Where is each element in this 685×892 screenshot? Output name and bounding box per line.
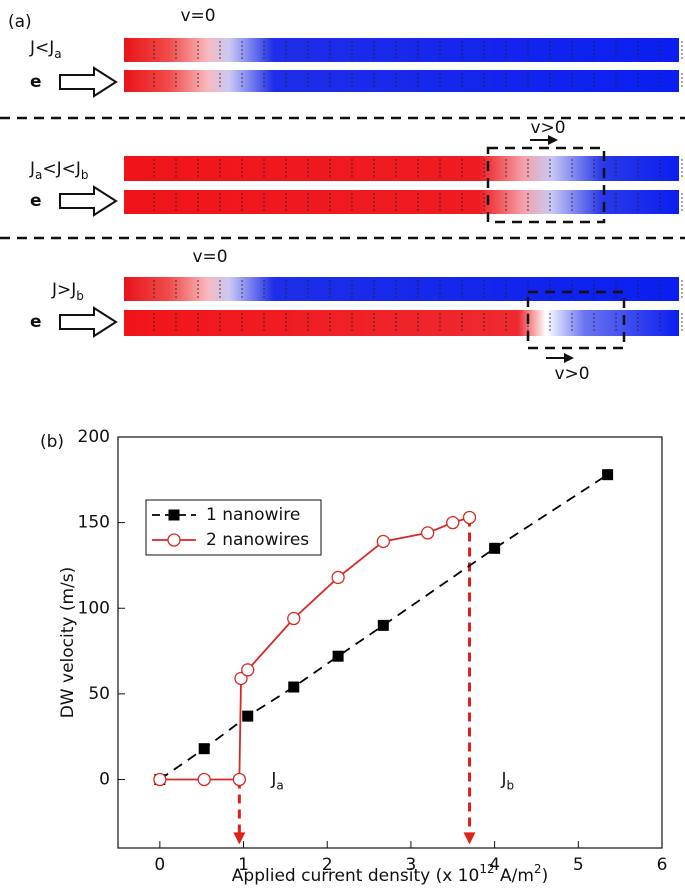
script-text: a: [276, 778, 283, 792]
data-point: [234, 671, 248, 686]
data-point: [376, 534, 390, 549]
data-point: [288, 681, 300, 693]
threshold-label: Ja: [270, 770, 283, 793]
legend-marker: [167, 533, 181, 547]
label-text: J: [270, 770, 276, 790]
x-tick-label: 3: [406, 855, 417, 875]
y-tick-label: 50: [88, 684, 110, 704]
current-arrow: [59, 185, 118, 217]
label-text: J: [29, 159, 35, 179]
data-point: [241, 663, 255, 677]
data-point: [242, 710, 254, 722]
y-tick-label: 100: [78, 598, 110, 618]
y-tick-label: 150: [78, 513, 110, 533]
script-text: b: [507, 778, 515, 792]
electron-label: e: [30, 312, 42, 332]
row-label: Ja<J<Jb: [29, 159, 89, 182]
data-point: [153, 772, 167, 787]
data-point: [462, 510, 477, 525]
velocity-label: v>0: [554, 364, 589, 384]
x-tick-label: 6: [657, 855, 668, 875]
velocity-label: v=0: [180, 6, 215, 26]
legend-label: 2 nanowires: [206, 530, 309, 550]
data-point: [197, 772, 211, 787]
panel-label: (a): [8, 12, 32, 32]
x-tick-label: 4: [489, 855, 500, 875]
x-tick-label: 0: [154, 855, 165, 875]
current-arrow: [59, 306, 118, 338]
data-point: [287, 611, 301, 626]
script-text: 12: [479, 862, 494, 876]
row-label: J>Jb: [51, 280, 84, 303]
x-tick-label: 5: [573, 855, 584, 875]
data-point: [602, 469, 614, 481]
nanowire: [124, 38, 679, 62]
velocity-label: v>0: [530, 118, 565, 138]
x-tick-label: 2: [322, 855, 333, 875]
script-text: b: [81, 168, 89, 182]
electron-label: e: [30, 191, 42, 211]
script-text: a: [54, 47, 61, 61]
panel-label: (b): [40, 432, 64, 452]
y-tick-label: 200: [78, 427, 110, 447]
data-point: [198, 743, 210, 755]
nanowire: [124, 70, 679, 92]
series-line: [159, 516, 470, 781]
script-text: a: [35, 168, 42, 182]
label-text: Applied current density (x 10: [232, 866, 480, 886]
data-point: [332, 650, 344, 662]
x-tick-label: 1: [238, 855, 249, 875]
threshold-label: Jb: [501, 770, 515, 793]
x-axis-title: Applied current density (x 1012 A/m2): [232, 862, 548, 887]
highlight-box: [486, 146, 606, 224]
label-text: J>J: [51, 280, 76, 300]
data-point: [331, 570, 345, 585]
highlight-box: [526, 290, 626, 350]
y-axis-title: DW velocity (m/s): [58, 567, 78, 719]
nanowire: [124, 310, 679, 336]
label-text: A/m: [495, 866, 534, 886]
nanowire: [124, 277, 679, 301]
label-text: ): [542, 866, 549, 886]
legend-marker: [168, 509, 180, 521]
data-point: [446, 515, 460, 530]
data-point: [489, 542, 501, 554]
electron-label: e: [30, 72, 42, 92]
row-label: J<Ja: [29, 38, 62, 61]
plot-frame: [117, 436, 663, 849]
label-text: J: [501, 770, 507, 790]
current-arrow: [59, 66, 118, 98]
data-point: [377, 619, 389, 631]
y-tick-label: 0: [99, 770, 110, 790]
label-text: J<J: [29, 38, 54, 58]
nanowire: [124, 190, 679, 214]
script-text: b: [76, 289, 84, 303]
data-point: [421, 526, 435, 540]
nanowire: [124, 156, 679, 181]
legend-label: 1 nanowire: [206, 505, 300, 525]
data-point: [232, 772, 247, 787]
velocity-label: v=0: [192, 247, 227, 267]
panel-a: (a) J<Ja Ja<J<Jb J>Jb v=0 v>0 v=0 v>0 ee…: [0, 6, 685, 384]
series-line: [159, 473, 609, 781]
script-text: 2: [534, 862, 542, 876]
label-text: <J<J: [42, 159, 81, 179]
